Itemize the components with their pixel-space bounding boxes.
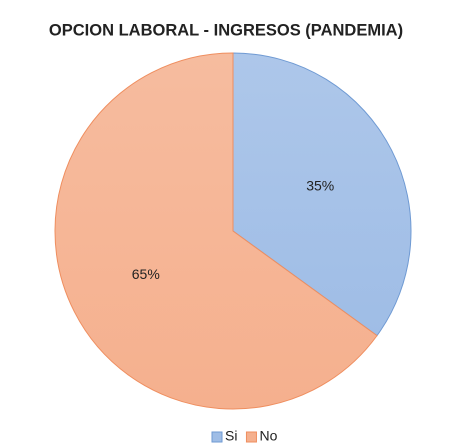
pie-slice (54, 52, 378, 410)
legend-label: No (259, 428, 277, 444)
legend-swatch (211, 431, 223, 443)
legend-label: Si (225, 428, 237, 444)
data-label: 65% (132, 266, 160, 282)
data-label: 35% (306, 177, 334, 193)
legend-swatch (245, 431, 257, 443)
pie-slice (232, 52, 412, 337)
chart-title: OPCION LABORAL - INGRESOS (PANDEMIA) (49, 21, 403, 39)
